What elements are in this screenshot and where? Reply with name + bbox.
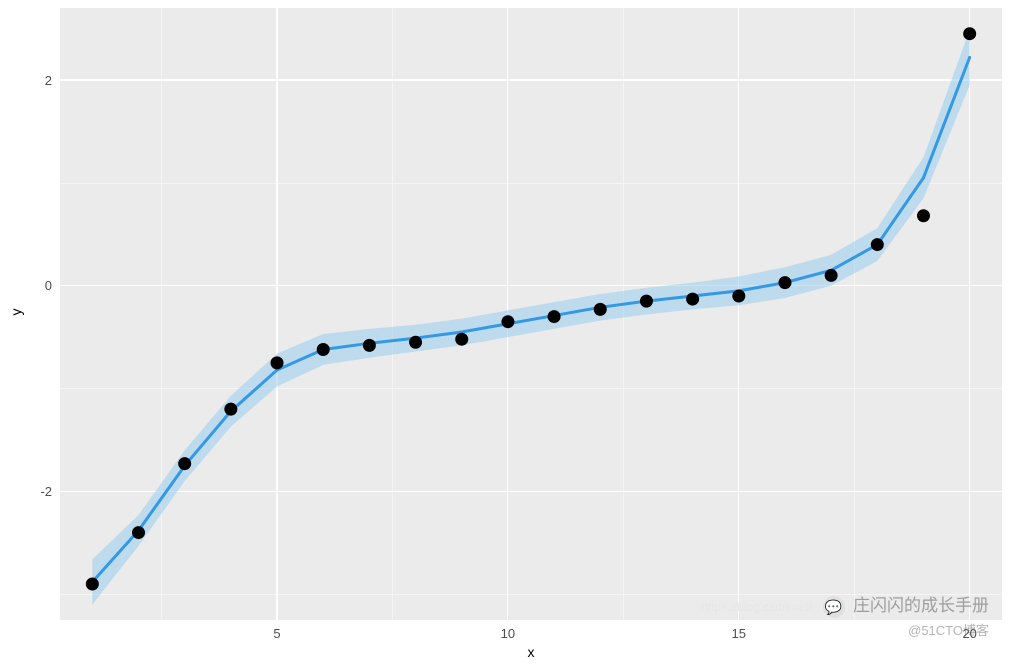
data-point xyxy=(363,339,376,352)
x-tick-label: 5 xyxy=(257,626,297,641)
plot-layer xyxy=(60,8,1002,620)
x-tick-label: 15 xyxy=(719,626,759,641)
watermark-main-text: 庄闪闪的成长手册 xyxy=(853,596,989,615)
data-point xyxy=(409,336,422,349)
data-point xyxy=(178,457,191,470)
y-tick-label: 2 xyxy=(22,73,52,88)
y-tick-label: -2 xyxy=(22,484,52,499)
chart-figure: y x https://blog.csdn.net/ 💬 庄闪闪的成长手册 @5… xyxy=(0,0,1013,665)
data-point xyxy=(963,27,976,40)
data-point xyxy=(501,315,514,328)
data-point xyxy=(455,333,468,346)
y-axis-title: y xyxy=(8,302,24,322)
x-axis-title: x xyxy=(521,644,541,660)
watermark-faint-text: https://blog.csdn.net/ xyxy=(701,600,812,614)
y-tick-label: 0 xyxy=(22,278,52,293)
data-point xyxy=(732,290,745,303)
data-point xyxy=(778,276,791,289)
data-point xyxy=(594,303,607,316)
smooth-line xyxy=(92,57,969,582)
x-tick-label: 20 xyxy=(950,626,990,641)
wechat-icon: 💬 xyxy=(823,596,845,618)
data-point xyxy=(917,209,930,222)
data-point xyxy=(317,343,330,356)
data-point xyxy=(871,238,884,251)
x-tick-label: 10 xyxy=(488,626,528,641)
data-point xyxy=(86,578,99,591)
confidence-ribbon xyxy=(92,30,969,605)
data-point xyxy=(640,295,653,308)
data-point xyxy=(224,403,237,416)
plot-panel xyxy=(60,8,1002,620)
data-point xyxy=(132,526,145,539)
data-point xyxy=(548,310,561,323)
data-point xyxy=(825,269,838,282)
data-point xyxy=(686,293,699,306)
data-point xyxy=(271,356,284,369)
